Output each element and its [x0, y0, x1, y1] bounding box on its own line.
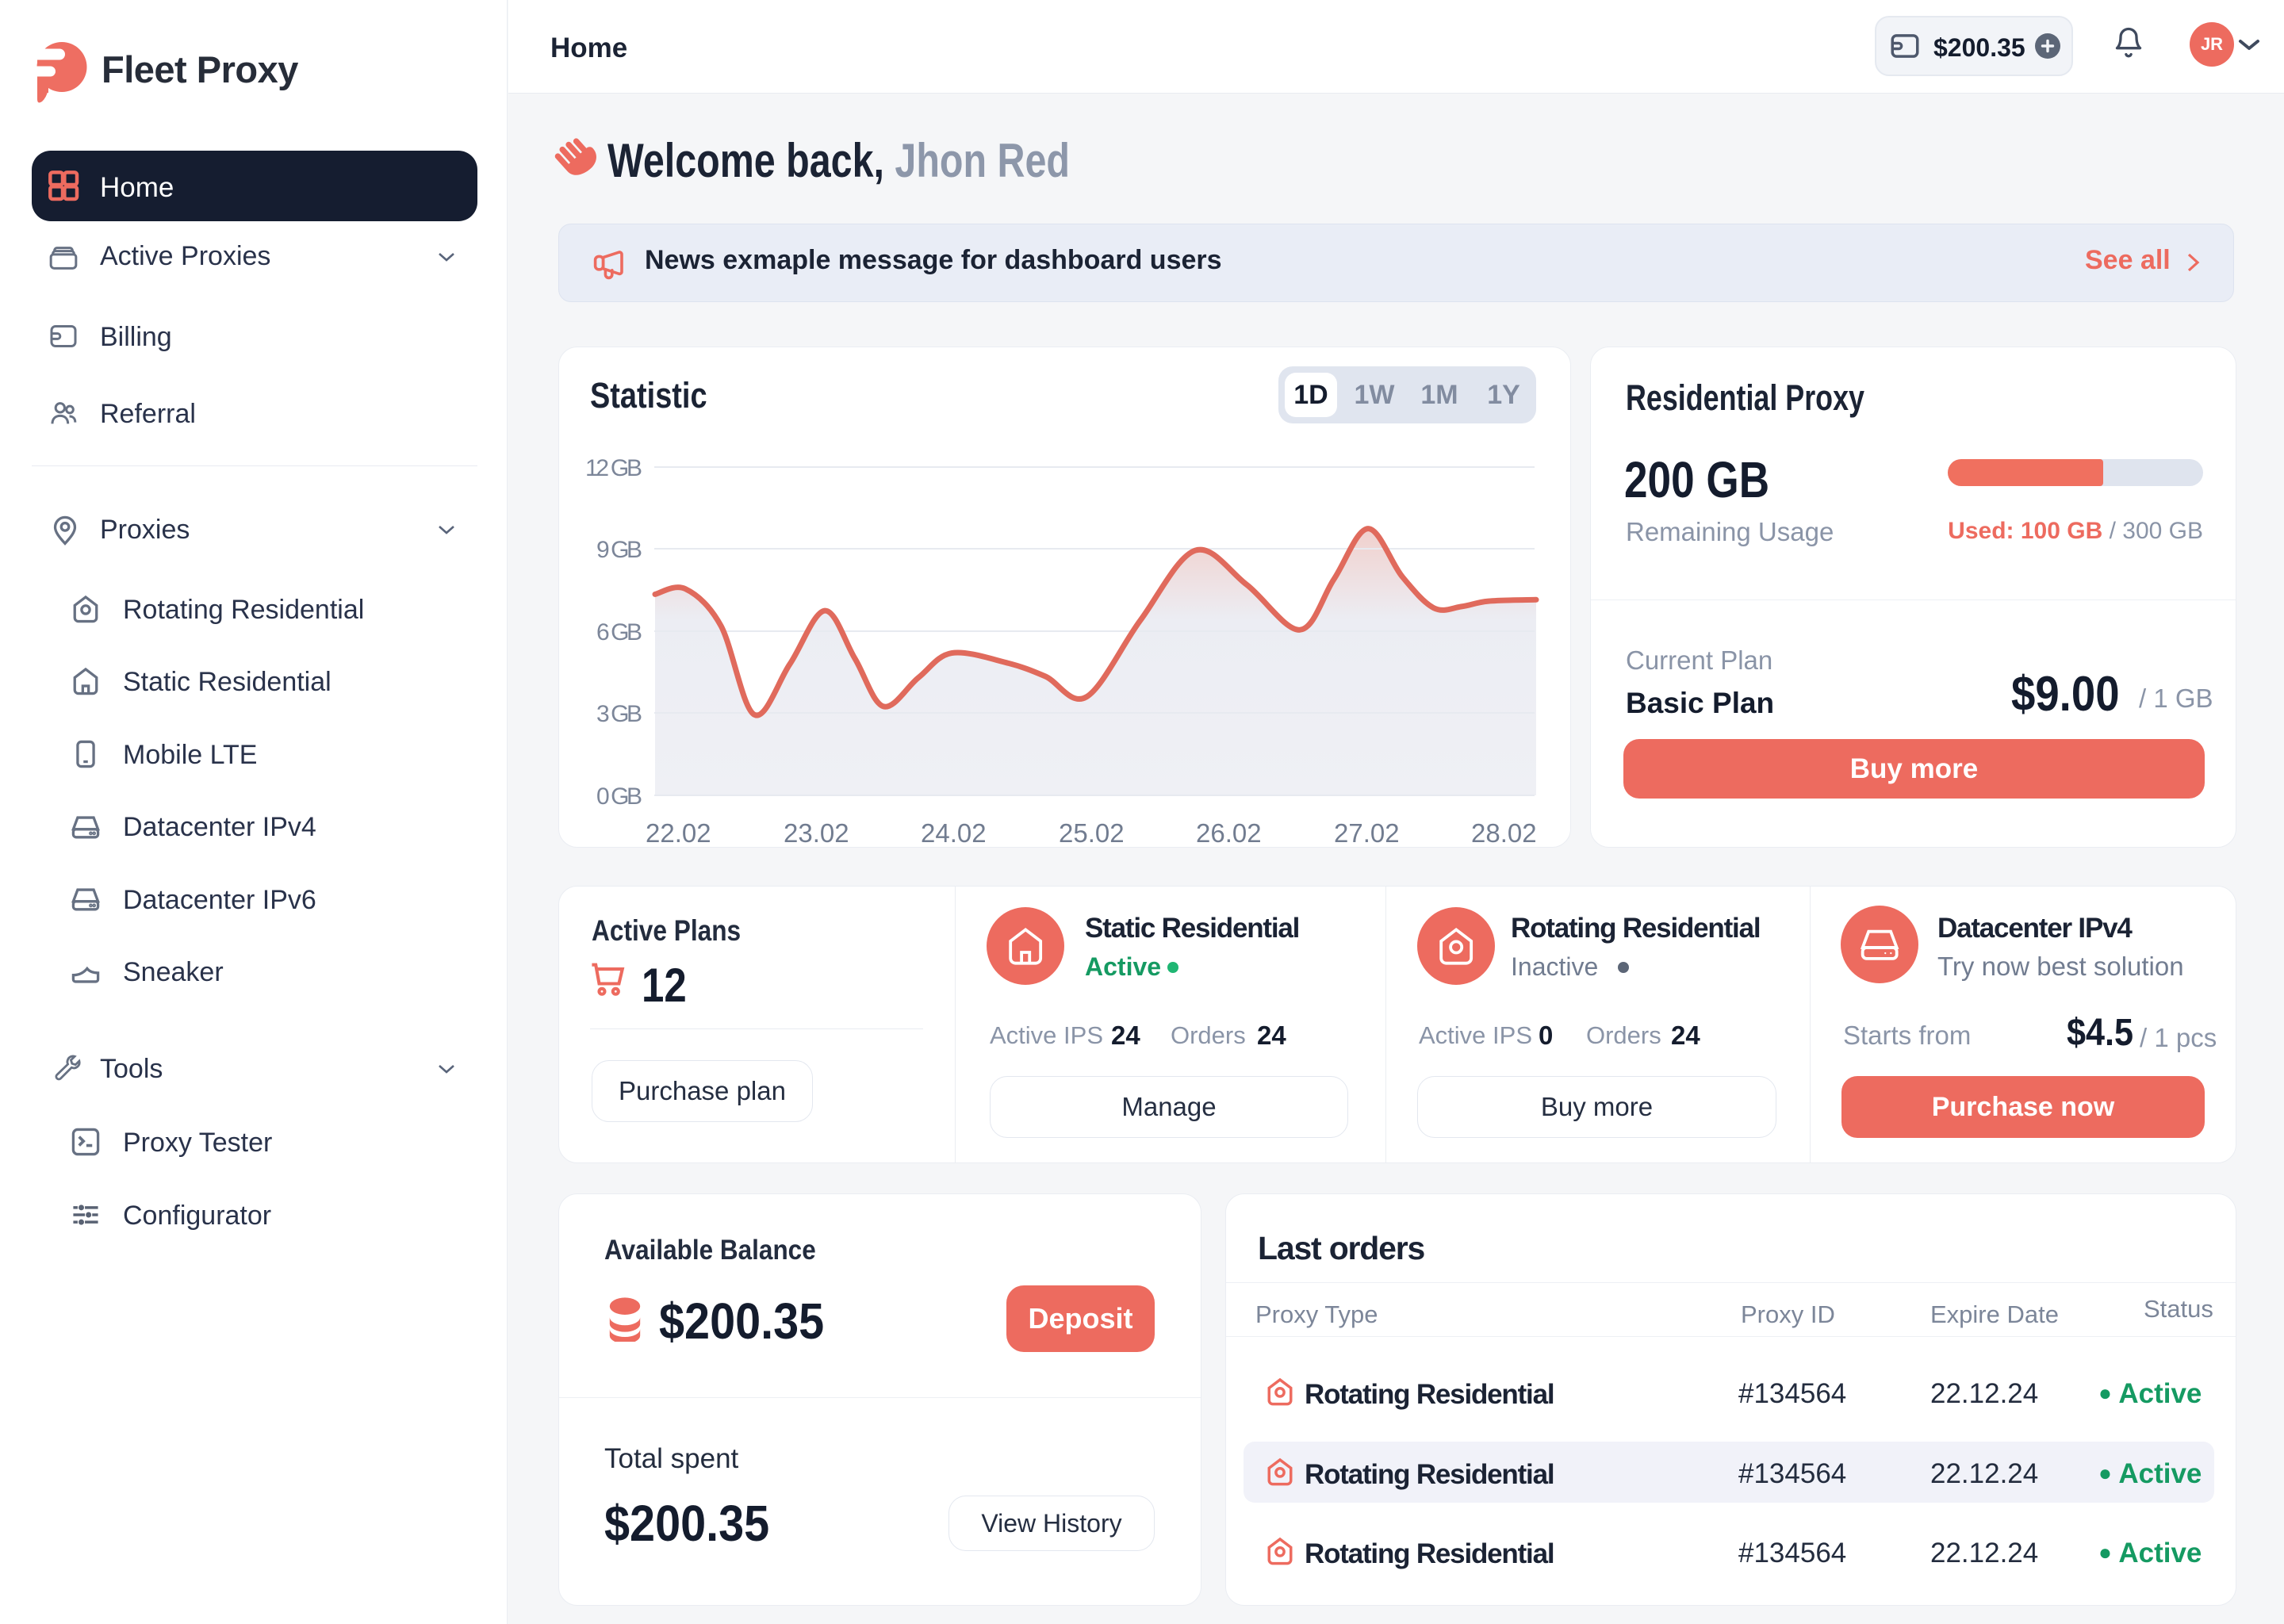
svg-text:3 GB: 3 GB — [596, 701, 642, 727]
svg-text:9 GB: 9 GB — [596, 537, 642, 563]
svg-text:23.02: 23.02 — [784, 818, 849, 848]
svg-text:6 GB: 6 GB — [596, 619, 642, 645]
svg-text:28.02: 28.02 — [1471, 818, 1537, 848]
svg-text:27.02: 27.02 — [1334, 818, 1400, 848]
svg-text:12 GB: 12 GB — [585, 455, 642, 481]
svg-text:26.02: 26.02 — [1196, 818, 1262, 848]
svg-text:25.02: 25.02 — [1059, 818, 1125, 848]
svg-text:22.02: 22.02 — [646, 818, 711, 848]
svg-text:0 GB: 0 GB — [596, 783, 642, 810]
svg-text:24.02: 24.02 — [921, 818, 987, 848]
